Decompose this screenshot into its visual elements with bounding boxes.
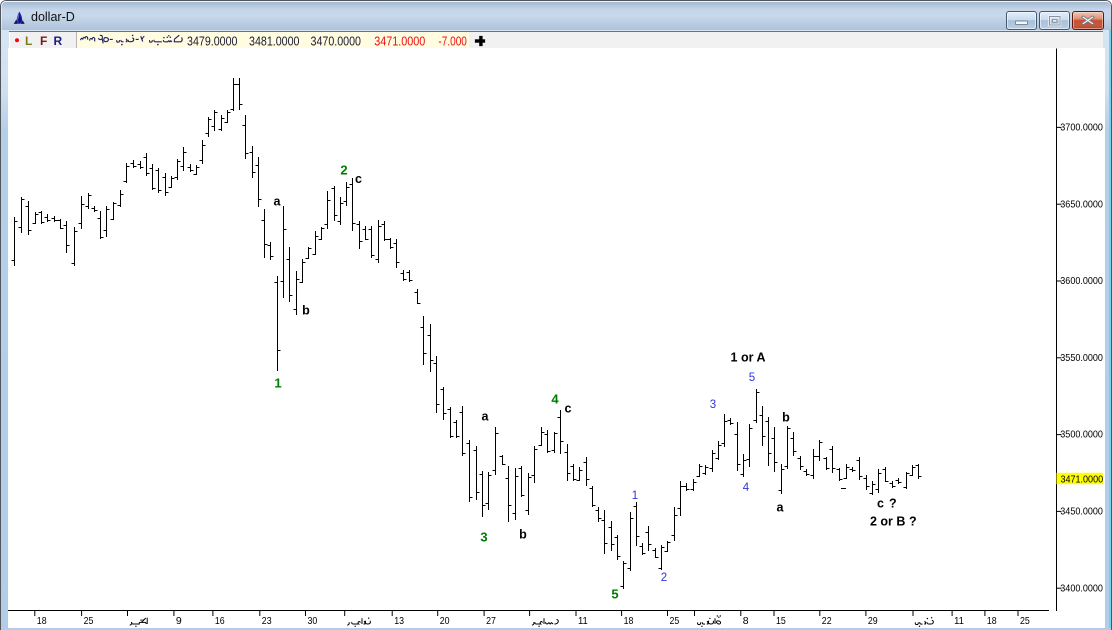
svg-text:c: c [355, 172, 362, 186]
svg-text:1: 1 [274, 376, 281, 391]
svg-text:29: 29 [868, 615, 878, 627]
svg-text:F: F [40, 34, 47, 48]
svg-text:13: 13 [394, 615, 404, 627]
svg-text:3700.0000: 3700.0000 [1060, 122, 1103, 134]
svg-text:22: 22 [822, 615, 832, 627]
svg-text:16: 16 [215, 615, 225, 627]
svg-text:b: b [782, 411, 790, 425]
svg-text:3: 3 [480, 530, 487, 545]
svg-text:3500.0000: 3500.0000 [1060, 429, 1103, 441]
svg-text:30: 30 [308, 615, 318, 627]
svg-text:25: 25 [670, 615, 680, 627]
svg-text:L: L [25, 34, 32, 48]
svg-text:25: 25 [1020, 615, 1030, 627]
svg-text:3: 3 [710, 399, 716, 411]
svg-text:8: 8 [743, 615, 749, 627]
svg-text:b: b [302, 304, 310, 318]
svg-text:c: c [877, 497, 884, 511]
svg-text:4: 4 [743, 482, 750, 494]
svg-text:3471.0000: 3471.0000 [1061, 473, 1104, 485]
svg-text:a: a [274, 195, 282, 209]
svg-text:27: 27 [486, 615, 496, 627]
svg-text:b: b [519, 528, 527, 542]
svg-text:5: 5 [749, 372, 755, 384]
svg-text:18: 18 [987, 615, 997, 627]
svg-text:11: 11 [954, 615, 964, 627]
svg-text:3450.0000: 3450.0000 [1060, 506, 1103, 518]
svg-text:3470.0000: 3470.0000 [311, 33, 362, 48]
svg-text:1: 1 [632, 490, 638, 502]
svg-text:c: c [565, 402, 572, 416]
svg-text:-7.000: -7.000 [438, 33, 467, 48]
svg-text:11: 11 [578, 615, 588, 627]
svg-text:3481.0000: 3481.0000 [249, 33, 300, 48]
svg-text:?: ? [889, 497, 897, 511]
svg-text:18: 18 [624, 615, 634, 627]
svg-text:25: 25 [84, 615, 94, 627]
svg-text:3550.0000: 3550.0000 [1060, 352, 1103, 364]
svg-text:R: R [54, 34, 63, 48]
svg-text:3600.0000: 3600.0000 [1060, 275, 1103, 287]
svg-text:a: a [482, 410, 490, 424]
svg-text:3471.0000: 3471.0000 [374, 33, 425, 48]
svg-text:9: 9 [176, 615, 182, 627]
svg-text:3479.0000: 3479.0000 [187, 33, 238, 48]
svg-text:a: a [777, 501, 785, 515]
svg-text:23: 23 [262, 615, 272, 627]
svg-text:4: 4 [551, 392, 559, 407]
svg-text:1 or A: 1 or A [731, 351, 766, 365]
svg-text:2: 2 [340, 163, 347, 178]
svg-text:?: ? [909, 515, 917, 529]
svg-text:15: 15 [776, 615, 786, 627]
svg-text:20: 20 [440, 615, 450, 627]
svg-text:2: 2 [661, 572, 667, 584]
svg-text:18: 18 [37, 615, 47, 627]
svg-text:2 or B: 2 or B [870, 515, 905, 529]
svg-text:3400.0000: 3400.0000 [1060, 582, 1103, 594]
svg-text:3650.0000: 3650.0000 [1060, 198, 1103, 210]
svg-text:5: 5 [611, 587, 618, 602]
